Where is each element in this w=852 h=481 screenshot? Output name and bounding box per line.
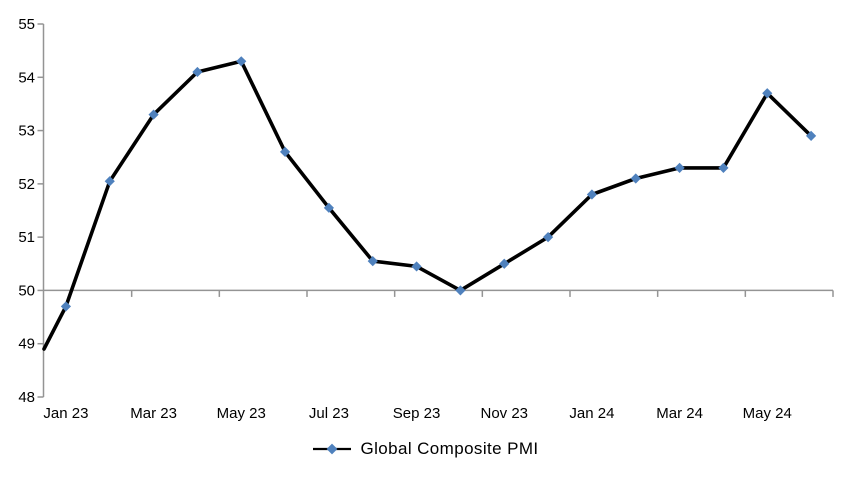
x-axis-tick-label: Jul 23 (309, 405, 349, 422)
data-point-markers (60, 56, 817, 312)
data-point-marker (499, 258, 510, 269)
x-axis-tick-label: Mar 23 (130, 405, 177, 422)
y-axis-tick-label: 52 (18, 176, 35, 193)
y-axis-tick-label: 51 (18, 229, 35, 246)
legend-label: Global Composite PMI (360, 439, 539, 458)
data-point-marker (586, 189, 598, 200)
x-axis: Jan 23 Mar 23 May 23 Jul 23 Sep 23 Nov 23 Jan … (43, 289, 834, 422)
x-axis-tick-label: Jan 24 (569, 405, 614, 422)
y-axis-tick-label: 55 (18, 16, 35, 33)
data-point-marker (630, 173, 641, 184)
x-axis-tick-label: Nov 23 (480, 405, 528, 422)
y-axis-tick-label: 49 (18, 336, 35, 353)
x-axis-tick-label: May 23 (217, 405, 266, 422)
chart-legend: Global Composite PMI (0, 439, 852, 459)
data-point-marker (192, 66, 203, 78)
data-point-marker (455, 285, 466, 296)
data-point-marker (542, 232, 554, 243)
x-axis-tick-label: May 24 (743, 405, 792, 422)
y-axis-tick-label: 53 (18, 123, 35, 140)
series-line (42, 59, 813, 351)
line-chart-plot: 48 49 50 51 52 53 54 55 Jan 23 Mar 23 May 23 Jul 23… (18, 16, 834, 422)
y-axis-tick-label: 48 (18, 389, 35, 406)
data-point-marker (323, 202, 335, 213)
data-point-marker (60, 301, 72, 312)
data-point-marker (148, 109, 159, 120)
data-point-marker (279, 146, 291, 157)
data-point-marker (367, 256, 378, 267)
y-axis-tick-label: 54 (18, 69, 35, 86)
y-axis-tick-label: 50 (18, 282, 35, 299)
data-point-marker (236, 56, 247, 67)
x-axis-tick-label: Jan 23 (43, 405, 88, 422)
data-point-marker (805, 130, 817, 141)
x-axis-tick-label: Sep 23 (393, 405, 441, 422)
x-axis-tick-label: Mar 24 (656, 405, 703, 422)
data-point-marker (104, 176, 115, 187)
data-point-marker (762, 88, 773, 99)
y-axis: 48 49 50 51 52 53 54 55 (18, 16, 45, 406)
data-point-marker (718, 162, 729, 173)
data-point-marker (674, 162, 685, 173)
data-point-marker (411, 261, 422, 272)
legend-line-marker-icon (313, 443, 352, 455)
